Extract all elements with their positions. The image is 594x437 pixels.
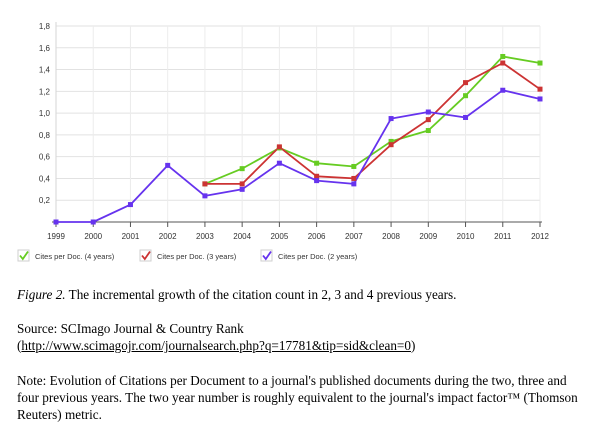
data-point	[351, 181, 357, 187]
y-tick-label: 1,4	[39, 66, 51, 75]
data-point	[500, 53, 506, 59]
data-point	[388, 116, 394, 122]
data-point	[202, 181, 208, 187]
x-tick-label: 2011	[494, 232, 512, 241]
y-tick-label: 0,4	[39, 174, 51, 183]
y-axis-ticks: 0,2 0,4 0,6 0,8 1,0 1,2 1,4 1,6 1,8	[39, 22, 51, 205]
y-tick-label: 1,8	[39, 22, 51, 31]
y-tick-label: 0,8	[39, 131, 51, 140]
data-point	[314, 160, 320, 166]
y-tick-label: 1,6	[39, 44, 51, 53]
data-point	[53, 219, 59, 225]
x-tick-label: 2008	[382, 232, 400, 241]
series-line-2	[204, 62, 541, 185]
x-tick-label: 2006	[308, 232, 326, 241]
chart-gridlines	[55, 22, 541, 222]
y-tick-label: 0,2	[39, 196, 51, 205]
figure-caption-text: The incremental growth of the citation c…	[65, 287, 457, 302]
legend-label: Cites per Doc. (2 years)	[278, 252, 358, 261]
data-point	[314, 178, 320, 184]
y-tick-label: 1,0	[39, 109, 51, 118]
figure-caption: Figure 2. The incremental growth of the …	[17, 286, 589, 303]
data-point	[425, 117, 431, 123]
data-point	[127, 202, 133, 208]
citations-line-chart: 0,2 0,4 0,6 0,8 1,0 1,2 1,4 1,6 1,8 1999 2000 2001…	[17, 22, 549, 262]
legend-checkbox	[139, 249, 152, 262]
data-point	[165, 162, 171, 168]
x-tick-label: 1999	[47, 232, 65, 241]
series-line-1	[204, 55, 541, 185]
x-axis: 1999 2000 2001 2002 2003 2004 2005 2006 2007 2008…	[47, 221, 549, 241]
legend-check-icon	[19, 250, 29, 261]
data-point	[425, 128, 431, 134]
legend-label: Cites per Doc. (4 years)	[35, 252, 115, 261]
data-point	[500, 60, 506, 66]
data-point	[388, 142, 394, 148]
x-tick-label: 2012	[531, 232, 549, 241]
y-tick-label: 0,6	[39, 153, 51, 162]
data-point	[239, 186, 245, 192]
x-tick-label: 2000	[84, 232, 102, 241]
data-point	[276, 160, 282, 166]
x-tick-label: 2010	[457, 232, 475, 241]
data-point	[537, 60, 543, 66]
data-point	[351, 163, 357, 169]
data-point	[202, 193, 208, 199]
y-tick-label: 1,2	[39, 87, 51, 96]
data-point	[463, 80, 469, 86]
legend-checkbox	[17, 249, 30, 262]
chart-legend: Cites per Doc. (4 years) Cites per Doc. (…	[17, 249, 358, 262]
data-point	[351, 175, 357, 181]
data-point	[239, 166, 245, 172]
series-line-3	[56, 89, 541, 223]
source-line: Source: SCImago Journal & Country Rank	[17, 321, 244, 336]
source-block: Source: SCImago Journal & Country Rank (…	[17, 320, 589, 354]
x-tick-label: 2005	[270, 232, 288, 241]
data-point	[276, 144, 282, 150]
data-point	[537, 96, 543, 102]
x-tick-label: 2004	[233, 232, 251, 241]
data-point	[537, 86, 543, 92]
legend-check-icon	[262, 250, 272, 261]
data-point	[388, 138, 394, 144]
data-point	[425, 109, 431, 115]
data-point	[90, 219, 96, 225]
source-paren-close: )	[410, 338, 416, 353]
data-point	[463, 93, 469, 99]
x-tick-label: 2002	[159, 232, 177, 241]
source-link[interactable]: http://www.scimagojr.com/journalsearch.p…	[21, 338, 411, 353]
source-paren-open: (	[17, 338, 22, 353]
x-tick-label: 2007	[345, 232, 363, 241]
x-tick-label: 2009	[419, 232, 437, 241]
x-tick-label: 2003	[196, 232, 214, 241]
legend-checkbox	[260, 249, 273, 262]
x-tick-label: 2001	[122, 232, 140, 241]
series-points	[53, 53, 543, 225]
series-lines	[56, 55, 541, 223]
legend-label: Cites per Doc. (3 years)	[157, 252, 237, 261]
data-point	[463, 114, 469, 120]
data-point	[239, 181, 245, 187]
data-point	[314, 173, 320, 179]
figure-label: Figure 2.	[17, 287, 66, 302]
data-point	[500, 87, 506, 93]
note-text: Note: Evolution of Citations per Documen…	[17, 373, 578, 422]
legend-check-icon	[141, 250, 151, 261]
